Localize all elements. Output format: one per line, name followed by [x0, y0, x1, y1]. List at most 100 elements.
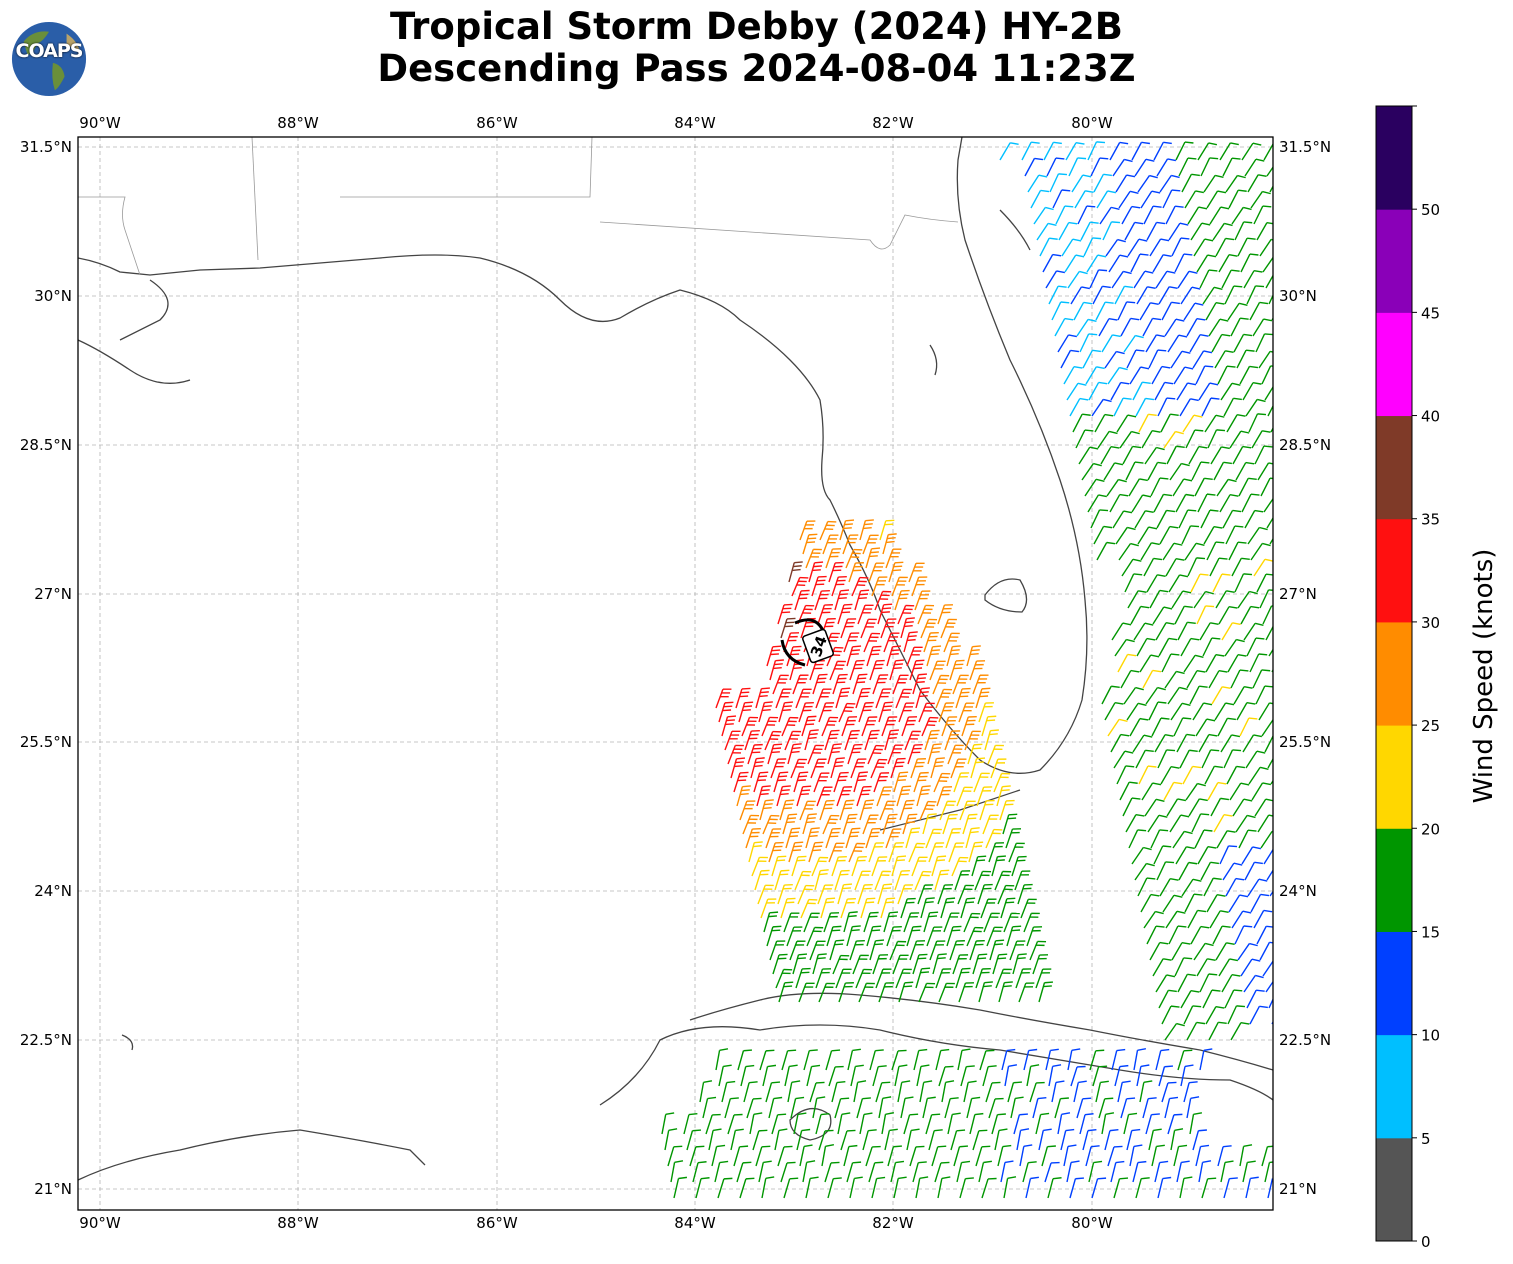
wind-barb — [947, 744, 964, 765]
wind-barb — [1242, 734, 1262, 753]
wind-barb — [941, 716, 958, 737]
wind-barb — [1078, 446, 1099, 465]
wind-barb — [1102, 221, 1121, 241]
wind-barb — [724, 1097, 739, 1119]
wind-barb — [973, 772, 990, 793]
wind-barb — [846, 645, 862, 667]
wind-barb — [838, 982, 854, 1003]
wind-barb — [893, 771, 909, 793]
wind-barb — [1189, 1112, 1203, 1135]
wind-barb — [882, 813, 898, 835]
wind-barb — [1086, 254, 1107, 273]
wind-barb — [986, 926, 1003, 947]
wind-barb — [1079, 1113, 1094, 1135]
wind-barb — [750, 757, 765, 779]
wind-barb — [797, 884, 815, 905]
wind-barb — [929, 660, 946, 681]
wind-barb — [1022, 1161, 1037, 1183]
wind-barb — [1172, 478, 1193, 497]
wind-barb — [999, 142, 1019, 161]
wind-barb — [1005, 828, 1022, 849]
wind-barb — [1158, 286, 1178, 305]
wind-barb — [1114, 1064, 1129, 1087]
wind-barb — [781, 716, 799, 737]
wind-barb — [801, 715, 817, 737]
wind-barb — [1160, 413, 1179, 433]
wind-barb — [1274, 780, 1293, 804]
wind-barb — [1197, 493, 1216, 513]
wind-barb — [1134, 862, 1155, 881]
wind-barb — [948, 842, 965, 863]
wind-barb — [955, 687, 971, 709]
wind-barb — [1123, 334, 1144, 353]
wind-barb — [803, 1049, 818, 1071]
wind-barb — [1232, 445, 1252, 465]
wind-barb — [1246, 989, 1265, 1009]
colorbar-segment — [1376, 931, 1412, 1036]
wind-barb — [1088, 381, 1108, 401]
wind-barb — [1311, 859, 1329, 883]
wind-barb — [1159, 525, 1179, 545]
wind-barb — [804, 729, 819, 751]
wind-barb — [1192, 702, 1213, 721]
wind-barb — [715, 688, 732, 709]
wind-barb — [846, 925, 861, 947]
wind-barb — [1140, 542, 1160, 561]
wind-barb — [1126, 702, 1147, 721]
wind-barb — [1113, 1177, 1129, 1199]
wind-barb — [978, 1160, 992, 1183]
wind-barb — [996, 785, 1011, 807]
wind-barb — [733, 1145, 749, 1167]
wind-barb — [1189, 334, 1209, 353]
wind-barb — [959, 1177, 974, 1199]
wind-barb — [1283, 476, 1301, 500]
wind-barb — [1304, 940, 1323, 964]
wind-barb — [870, 758, 888, 779]
wind-barb — [1253, 558, 1273, 577]
wind-barb — [795, 967, 811, 989]
wind-barb — [1109, 141, 1129, 161]
wind-barb — [1293, 413, 1312, 437]
wind-barb — [963, 1080, 977, 1103]
lat-tick-label: 28.5°N — [20, 436, 72, 454]
wind-barb — [715, 1048, 729, 1071]
wind-barb — [1241, 846, 1262, 865]
wind-barb — [1324, 461, 1344, 485]
lon-tick-label: 86°W — [476, 114, 518, 132]
wind-barb — [1125, 461, 1144, 481]
wind-barb — [1181, 525, 1200, 545]
wind-barb — [988, 842, 1005, 863]
wind-barb — [1340, 781, 1359, 805]
wind-barb — [1199, 1048, 1213, 1071]
colorbar-segment — [1376, 725, 1412, 829]
wind-barb — [875, 1081, 891, 1103]
wind-barb — [1161, 653, 1180, 673]
wind-barb — [737, 1049, 752, 1071]
wind-barb — [859, 1112, 873, 1135]
wind-barb — [1219, 845, 1238, 865]
wind-barb — [895, 968, 912, 989]
wind-barb — [1153, 845, 1172, 865]
wind-barb — [977, 883, 993, 905]
wind-barb — [875, 688, 892, 709]
wind-barb — [774, 1128, 788, 1151]
wind-barb — [851, 576, 869, 597]
wind-barb — [1238, 477, 1257, 497]
wind-barb — [1414, 940, 1433, 964]
wind-barb — [1308, 492, 1326, 516]
colorbar: 0 5 10 15 20 25 30 35 40 45 50 — [1375, 105, 1440, 1251]
wind-barb — [1309, 379, 1326, 403]
wind-barb — [1186, 317, 1206, 337]
wind-barb — [1233, 333, 1253, 353]
wind-barb — [859, 799, 875, 821]
wind-barb — [788, 841, 804, 863]
wind-barb — [739, 800, 756, 821]
wind-barb — [1285, 252, 1303, 276]
wind-barb — [1203, 525, 1223, 545]
wind-barb — [892, 954, 909, 975]
wind-barb — [1354, 971, 1371, 995]
wind-barb — [1332, 619, 1349, 643]
wind-barb — [1093, 173, 1112, 193]
wind-barb — [1043, 141, 1062, 161]
wind-barb — [1073, 301, 1093, 321]
